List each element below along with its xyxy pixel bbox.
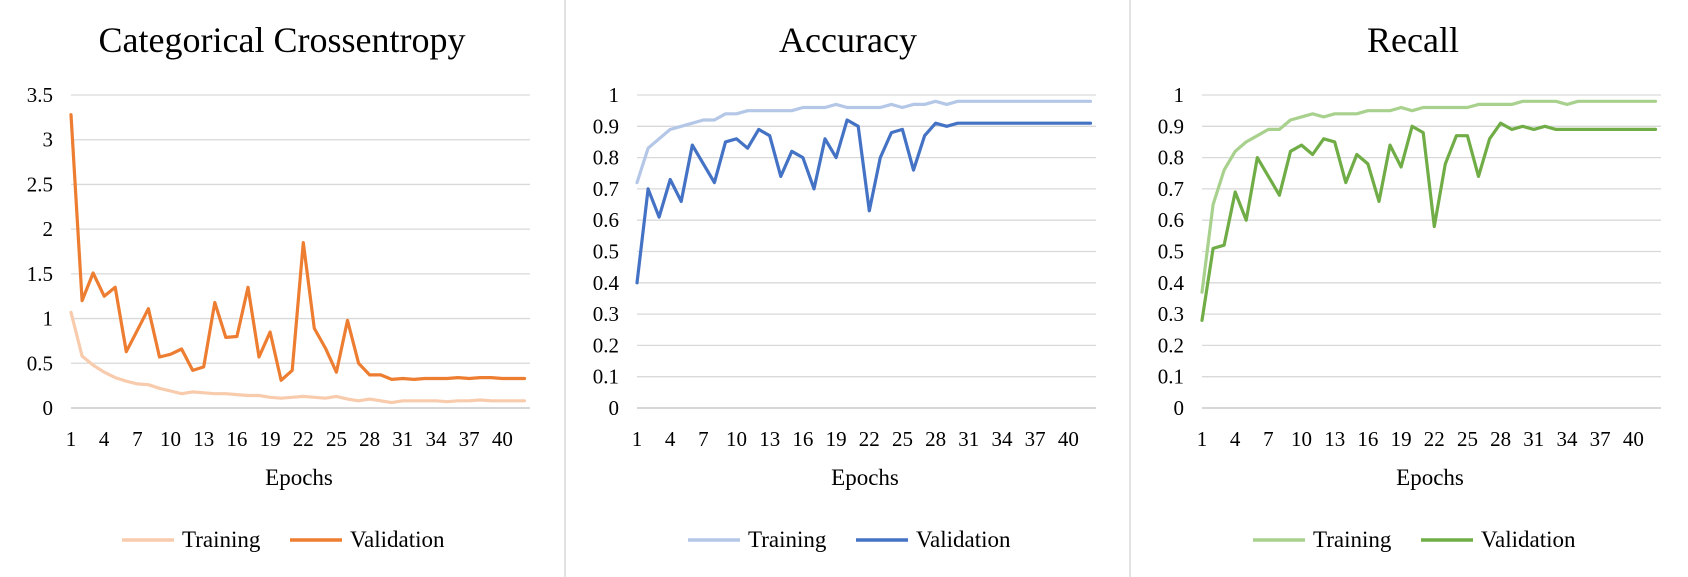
y-tick-label: 0.7 [1158,177,1184,201]
y-tick-label: 0.2 [1158,333,1184,357]
y-tick-label: 0.5 [27,351,53,375]
x-tick-label: 25 [892,427,913,451]
x-tick-label: 40 [1623,427,1644,451]
y-tick-label: 0.4 [593,271,620,295]
y-tick-label: 0.8 [1158,146,1184,170]
x-tick-label: 13 [759,427,780,451]
chart-title: Categorical Crossentropy [99,20,466,60]
x-tick-label: 37 [459,427,480,451]
legend-label: Training [748,527,827,552]
x-tick-label: 40 [492,427,513,451]
x-tick-label: 1 [632,427,643,451]
y-tick-label: 0.9 [1158,114,1184,138]
x-tick-label: 25 [326,427,347,451]
x-tick-label: 4 [99,427,110,451]
series-line-training [69,310,527,405]
x-tick-label: 37 [1025,427,1046,451]
y-tick-label: 0.3 [1158,302,1184,326]
x-tick-label: 34 [1556,427,1578,451]
y-tick-label: 1 [43,307,54,331]
x-tick-label: 1 [1197,427,1208,451]
y-tick-label: 0.3 [593,302,619,326]
x-tick-label: 13 [1324,427,1345,451]
x-tick-label: 1 [66,427,77,451]
x-tick-label: 10 [1291,427,1312,451]
x-tick-label: 22 [1424,427,1445,451]
x-tick-label: 37 [1590,427,1611,451]
chart-title: Accuracy [779,20,917,60]
legend-label: Validation [350,527,445,552]
legend-label: Training [1313,527,1392,552]
x-tick-label: 25 [1457,427,1478,451]
series-line-validation [1200,121,1658,322]
y-tick-label: 0.2 [593,333,619,357]
x-axis-title: Epochs [265,465,333,490]
legend-label: Validation [1481,527,1576,552]
x-tick-label: 10 [160,427,181,451]
y-tick-label: 0.1 [1158,365,1184,389]
x-tick-label: 7 [698,427,709,451]
y-tick-label: 2 [43,217,54,241]
series-line-training [635,99,1093,185]
x-tick-label: 34 [991,427,1013,451]
y-tick-label: 0.5 [1158,240,1184,264]
y-tick-label: 0.1 [593,365,619,389]
y-tick-label: 0.9 [593,114,619,138]
series-line-validation [635,118,1093,285]
x-tick-label: 31 [958,427,979,451]
y-tick-label: 1.5 [27,262,53,286]
x-tick-label: 28 [1490,427,1511,451]
y-tick-label: 1 [609,83,620,107]
x-tick-label: 16 [792,427,813,451]
y-tick-label: 0 [609,396,620,420]
x-tick-label: 22 [859,427,880,451]
x-tick-label: 19 [260,427,281,451]
x-tick-label: 19 [826,427,847,451]
y-tick-label: 0.4 [1158,271,1185,295]
x-tick-label: 4 [665,427,676,451]
x-axis-title: Epochs [831,465,899,490]
x-tick-label: 4 [1230,427,1241,451]
x-tick-label: 7 [132,427,143,451]
x-tick-label: 16 [226,427,247,451]
x-tick-label: 40 [1058,427,1079,451]
x-tick-label: 31 [392,427,413,451]
x-tick-label: 28 [359,427,380,451]
y-tick-label: 2.5 [27,172,53,196]
series-line-validation [69,113,527,382]
x-tick-label: 13 [193,427,214,451]
x-tick-label: 7 [1263,427,1274,451]
legend-label: Validation [916,527,1011,552]
x-tick-label: 16 [1357,427,1378,451]
y-tick-label: 3 [43,128,54,152]
x-tick-label: 34 [425,427,447,451]
chart-panel-1: Categorical Crossentropy 0 0.5 1 1.5 2 2.5 3 3.5… [27,20,530,552]
y-tick-label: 0 [43,396,54,420]
x-tick-label: 31 [1523,427,1544,451]
x-tick-label: 19 [1391,427,1412,451]
y-tick-label: 0.7 [593,177,619,201]
legend-label: Training [182,527,261,552]
chart-title: Recall [1367,20,1459,60]
y-tick-label: 0.6 [1158,208,1184,232]
y-tick-label: 0.5 [593,240,619,264]
x-tick-label: 10 [726,427,747,451]
y-tick-label: 1 [1174,83,1185,107]
x-tick-label: 22 [293,427,314,451]
series-line-training [1200,99,1658,294]
x-tick-label: 28 [925,427,946,451]
y-tick-label: 0.6 [593,208,619,232]
y-tick-label: 0 [1174,396,1185,420]
y-tick-label: 0.8 [593,146,619,170]
y-tick-label: 3.5 [27,83,53,107]
x-axis-title: Epochs [1396,465,1464,490]
